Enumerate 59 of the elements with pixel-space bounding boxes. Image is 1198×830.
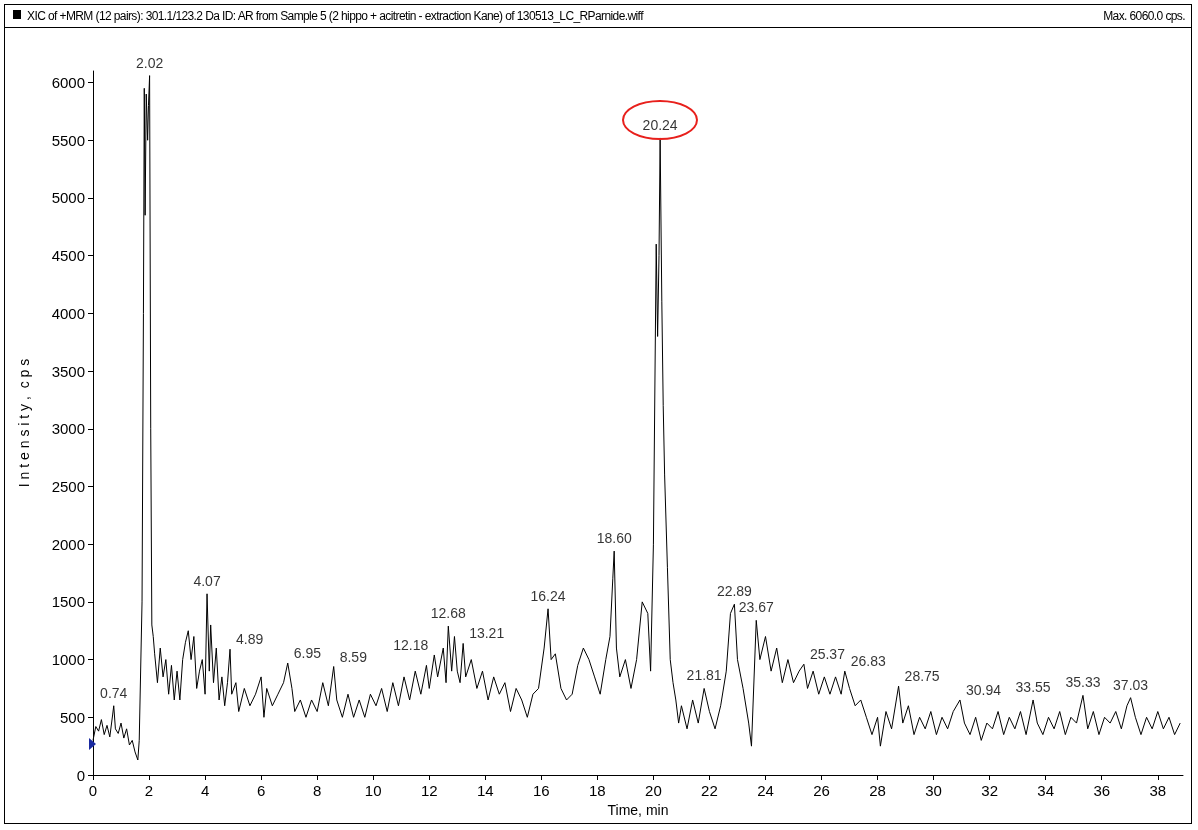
- x-tick-label: 12: [420, 782, 438, 799]
- x-tick-label: 26: [813, 782, 830, 799]
- annotation: 28.75: [904, 668, 940, 685]
- annotation: 16.24: [530, 587, 566, 604]
- y-tick-label: 4000: [51, 304, 85, 322]
- y-tick-label: 5500: [51, 131, 85, 149]
- annotation: 35.33: [1065, 674, 1101, 691]
- x-tick-label: 22: [701, 782, 718, 799]
- annotation: 6.95: [293, 645, 322, 662]
- x-tick-label: 0: [88, 782, 98, 799]
- annotation: 4.07: [193, 572, 221, 589]
- x-tick-label: 10: [364, 782, 382, 799]
- annotation: 2.02: [135, 54, 164, 71]
- annotation: 23.67: [738, 599, 774, 616]
- chart-title: XIC of +MRM (12 pairs): 301.1/123.2 Da ID: AR from Sample 5 (2 hippo + acitretin - extraction Kane) of 130513_LC_RParnide.wiff: [27, 9, 643, 23]
- x-tick-label: 16: [532, 782, 550, 799]
- x-tick-label: 30: [925, 782, 942, 799]
- y-tick-label: 1500: [51, 593, 85, 611]
- x-axis-title: Time, min: [607, 802, 669, 818]
- y-tick-label: 1000: [51, 651, 85, 669]
- x-tick-label: 2: [144, 782, 154, 799]
- annotation: 37.03: [1113, 676, 1149, 693]
- annotation: 12.68: [430, 605, 467, 622]
- annotation: 18.60: [596, 530, 632, 547]
- x-tick-label: 8: [312, 782, 322, 799]
- x-tick-label: 28: [869, 782, 886, 799]
- y-tick-label: 2500: [51, 477, 85, 495]
- annotation: 12.18: [393, 636, 429, 653]
- x-tick-label: 34: [1037, 782, 1055, 799]
- annotation: 4.89: [236, 631, 264, 648]
- x-tick-label: 4: [200, 782, 210, 799]
- y-tick-label: 4500: [51, 247, 85, 265]
- x-tick-label: 6: [256, 782, 266, 799]
- annotation: 8.59: [339, 648, 368, 665]
- x-tick-label: 14: [476, 782, 494, 799]
- annotation: 33.55: [1015, 678, 1051, 695]
- y-axis-title: I n t e n s i t y , c p s: [16, 358, 32, 488]
- annotation: 13.21: [469, 625, 505, 642]
- annotation: 26.83: [850, 653, 887, 670]
- y-tick-label: 0: [76, 766, 85, 784]
- annotation: 21.81: [686, 667, 722, 684]
- annotation: 30.94: [965, 681, 1002, 698]
- x-tick-label: 38: [1149, 782, 1167, 799]
- annotation: 20.24: [642, 116, 678, 133]
- annotation: 0.74: [100, 684, 128, 701]
- x-tick-label: 18: [589, 782, 606, 799]
- chart-subtitle: Max. 6060.0 cps.: [1103, 9, 1185, 23]
- x-tick-label: 36: [1093, 782, 1111, 799]
- x-tick-label: 24: [757, 782, 774, 799]
- x-tick-label: 20: [645, 782, 662, 799]
- y-tick-label: 3500: [51, 362, 85, 380]
- annotation: 22.89: [716, 583, 753, 600]
- y-tick-label: 500: [59, 708, 85, 726]
- y-tick-label: 5000: [51, 189, 85, 207]
- y-tick-label: 6000: [51, 74, 85, 92]
- annotation: 25.37: [809, 646, 846, 663]
- x-tick-label: 32: [981, 782, 998, 799]
- y-tick-label: 3000: [51, 420, 85, 438]
- y-tick-label: 2000: [51, 535, 85, 553]
